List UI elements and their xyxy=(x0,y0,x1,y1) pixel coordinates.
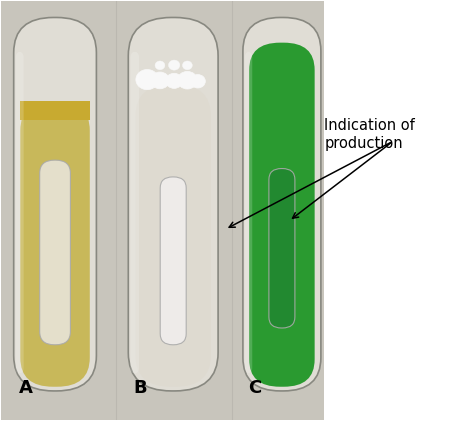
FancyBboxPatch shape xyxy=(245,51,252,374)
FancyBboxPatch shape xyxy=(128,18,218,391)
Bar xyxy=(0,1,324,420)
Bar xyxy=(20,101,90,120)
FancyBboxPatch shape xyxy=(130,51,139,374)
FancyBboxPatch shape xyxy=(243,18,321,391)
Circle shape xyxy=(177,72,197,89)
Circle shape xyxy=(155,61,165,70)
FancyBboxPatch shape xyxy=(160,177,186,345)
FancyBboxPatch shape xyxy=(136,85,211,387)
Text: C: C xyxy=(247,379,261,397)
Circle shape xyxy=(182,61,192,70)
Text: A: A xyxy=(18,379,32,397)
FancyBboxPatch shape xyxy=(40,160,71,345)
Text: B: B xyxy=(133,379,146,397)
Circle shape xyxy=(151,72,169,89)
Circle shape xyxy=(190,75,205,88)
FancyBboxPatch shape xyxy=(269,168,295,328)
Circle shape xyxy=(136,69,158,90)
FancyBboxPatch shape xyxy=(14,18,96,391)
Text: Indication of
production: Indication of production xyxy=(324,118,415,151)
Circle shape xyxy=(168,60,180,70)
FancyBboxPatch shape xyxy=(249,43,315,387)
FancyBboxPatch shape xyxy=(16,51,24,374)
FancyBboxPatch shape xyxy=(20,101,90,387)
Circle shape xyxy=(165,73,182,88)
